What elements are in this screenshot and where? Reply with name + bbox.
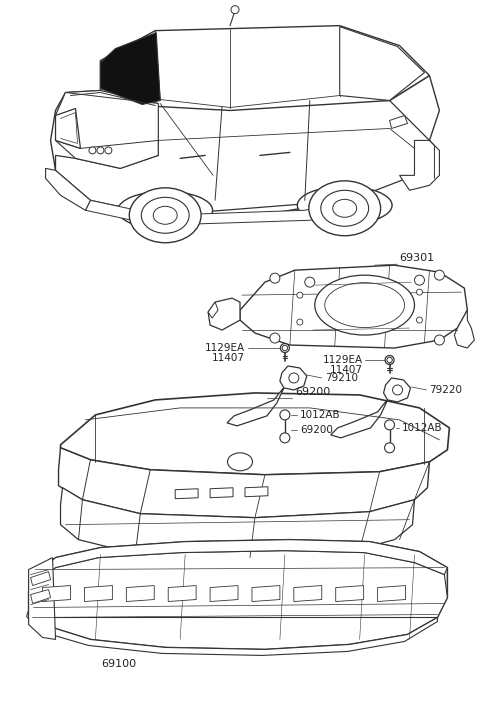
Text: 79220: 79220 [430, 385, 462, 395]
Polygon shape [336, 586, 364, 602]
Polygon shape [50, 75, 439, 215]
Circle shape [105, 147, 112, 154]
Ellipse shape [325, 283, 405, 327]
Polygon shape [46, 168, 90, 210]
Polygon shape [60, 393, 449, 475]
Polygon shape [245, 487, 268, 497]
Polygon shape [56, 108, 81, 149]
Polygon shape [85, 200, 360, 225]
Polygon shape [252, 586, 280, 602]
Ellipse shape [333, 200, 357, 218]
Circle shape [297, 292, 303, 298]
Circle shape [415, 275, 424, 285]
Polygon shape [455, 310, 474, 348]
Polygon shape [56, 93, 158, 149]
Circle shape [384, 443, 395, 453]
Polygon shape [33, 551, 447, 617]
Ellipse shape [129, 188, 201, 243]
Circle shape [434, 270, 444, 280]
Circle shape [393, 385, 403, 395]
Polygon shape [210, 586, 238, 602]
Circle shape [270, 273, 280, 283]
Ellipse shape [309, 181, 381, 236]
Circle shape [387, 358, 392, 363]
Circle shape [417, 289, 422, 295]
Polygon shape [31, 589, 50, 604]
Text: 79210: 79210 [325, 373, 358, 383]
Ellipse shape [228, 453, 252, 471]
Circle shape [280, 343, 289, 353]
Text: 1012AB: 1012AB [402, 423, 442, 433]
Circle shape [89, 147, 96, 154]
Circle shape [280, 433, 290, 443]
Polygon shape [294, 586, 322, 602]
Circle shape [270, 333, 280, 343]
Circle shape [289, 373, 299, 383]
Polygon shape [31, 540, 447, 586]
Polygon shape [43, 586, 71, 602]
Polygon shape [331, 400, 387, 438]
Polygon shape [240, 265, 468, 348]
Ellipse shape [141, 197, 189, 233]
Circle shape [231, 6, 239, 14]
Polygon shape [60, 488, 415, 558]
Polygon shape [340, 27, 424, 101]
Polygon shape [100, 32, 160, 105]
Circle shape [297, 319, 303, 325]
Polygon shape [378, 586, 406, 602]
Ellipse shape [153, 206, 177, 224]
Polygon shape [126, 586, 154, 602]
Ellipse shape [297, 187, 392, 224]
Polygon shape [100, 26, 430, 111]
Polygon shape [210, 488, 233, 498]
Text: 69301: 69301 [399, 253, 435, 264]
Polygon shape [227, 388, 284, 426]
Polygon shape [59, 448, 430, 518]
Polygon shape [390, 116, 408, 129]
Ellipse shape [321, 190, 369, 226]
Circle shape [434, 335, 444, 345]
Polygon shape [26, 610, 437, 656]
Circle shape [305, 277, 315, 287]
Circle shape [282, 345, 288, 350]
Polygon shape [208, 298, 240, 330]
Ellipse shape [118, 191, 213, 229]
Polygon shape [29, 558, 56, 640]
Circle shape [97, 147, 104, 154]
Circle shape [280, 410, 290, 420]
Text: 1129EA: 1129EA [205, 343, 245, 353]
Polygon shape [175, 489, 198, 499]
Text: 69200: 69200 [300, 425, 333, 435]
Polygon shape [29, 577, 43, 625]
Ellipse shape [315, 275, 415, 335]
Polygon shape [384, 378, 410, 402]
Polygon shape [29, 540, 447, 650]
Circle shape [417, 317, 422, 323]
Text: 69200: 69200 [295, 387, 330, 397]
Text: 11407: 11407 [212, 353, 245, 363]
Text: 69100: 69100 [101, 659, 136, 669]
Text: 1012AB: 1012AB [300, 410, 340, 420]
Circle shape [384, 420, 395, 430]
Polygon shape [168, 586, 196, 602]
Polygon shape [280, 366, 307, 390]
Text: 1129EA: 1129EA [323, 355, 363, 365]
Polygon shape [84, 586, 112, 602]
Polygon shape [56, 90, 158, 168]
Polygon shape [56, 101, 430, 215]
Circle shape [385, 355, 394, 365]
Text: 11407: 11407 [330, 365, 363, 375]
Polygon shape [31, 572, 50, 586]
Polygon shape [399, 141, 439, 190]
Polygon shape [208, 302, 218, 318]
